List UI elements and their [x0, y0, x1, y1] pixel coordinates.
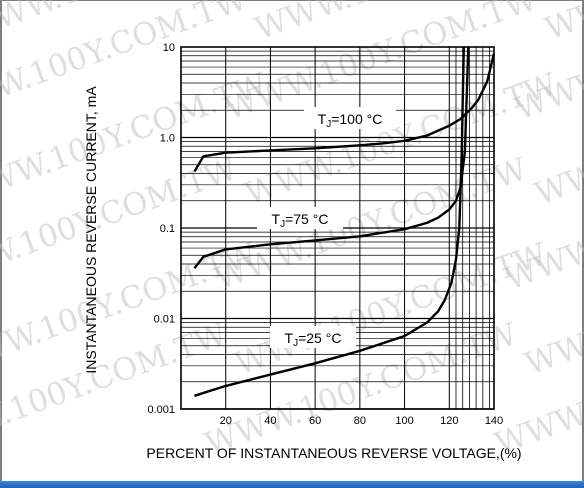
- y-axis-title: INSTANTANEOUS REVERSE CURRENT, mA: [83, 86, 99, 374]
- series-label-box: [304, 107, 396, 129]
- series-line: [194, 46, 465, 397]
- x-tick-label: 40: [264, 415, 276, 427]
- y-tick-label: 0.01: [154, 314, 175, 326]
- series-label-box: [270, 326, 356, 348]
- y-tick-label: 0.1: [160, 223, 175, 235]
- x-tick-label: 120: [440, 415, 458, 427]
- labels-layer: TJ=100 °C TJ=75 °C TJ=25 °C: [257, 107, 396, 349]
- y-tick-label: 1.0: [160, 133, 175, 145]
- x-axis-title: PERCENT OF INSTANTANEOUS REVERSE VOLTAGE…: [146, 445, 521, 461]
- series-label: TJ=25 °C: [285, 330, 342, 349]
- x-tick-label: 60: [309, 415, 321, 427]
- y-tick-label: 0.001: [147, 404, 175, 416]
- series-line: [193, 53, 496, 173]
- x-tick-label: 100: [395, 415, 413, 427]
- bottom-accent-bar: [0, 481, 584, 488]
- curves-layer: [193, 46, 496, 397]
- grid-layer: 0.001 0.01 0.1 1.0 10 20 40 60 80 100 120 140: [147, 42, 503, 427]
- series-label: TJ=75 °C: [272, 211, 329, 230]
- x-tick-label: 140: [485, 415, 503, 427]
- x-tick-label: 20: [220, 415, 232, 427]
- x-tick-label: 80: [354, 415, 366, 427]
- series-label-box: [257, 207, 343, 229]
- series-label: TJ=100 °C: [318, 111, 383, 130]
- y-tick-label: 10: [163, 42, 175, 54]
- watermark-text: WWW.100Y.COM.TW: [540, 0, 584, 48]
